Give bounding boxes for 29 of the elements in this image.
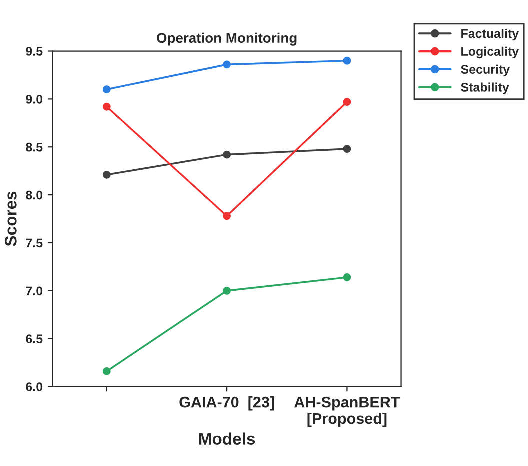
y-tick-label: 7.5 [26,238,43,248]
legend-label: Logicality [462,46,520,59]
y-tick-label: 7.0 [26,286,43,296]
point [102,86,111,94]
point [343,56,352,65]
chart-title: Operation Monitoring [157,32,297,46]
y-tick-label: 9.5 [26,47,43,56]
point [223,286,232,295]
point [343,98,352,106]
y-tick-label: 9.0 [26,94,43,104]
point [102,367,111,376]
x-axis-title: Models [199,432,256,445]
legend-label: Security [461,64,510,76]
x-tick-label: GAIA-70 [23] [180,396,274,411]
y-tick-label: 6.5 [26,334,43,344]
point [102,102,111,111]
x-tick-label: AH-SpanBERT [Proposed] [294,396,400,428]
point [343,145,352,154]
point [223,60,232,69]
y-tick-label: 8.0 [26,190,43,200]
point [223,150,232,159]
y-axis-title: Scores [5,192,17,246]
point [343,274,352,282]
point [102,170,111,179]
y-tick-label: 6.0 [26,382,43,392]
y-tick-label: 8.5 [26,142,43,152]
legend-label: Factuality [462,28,520,41]
legend-label: Stability [461,82,510,94]
point [223,212,232,220]
